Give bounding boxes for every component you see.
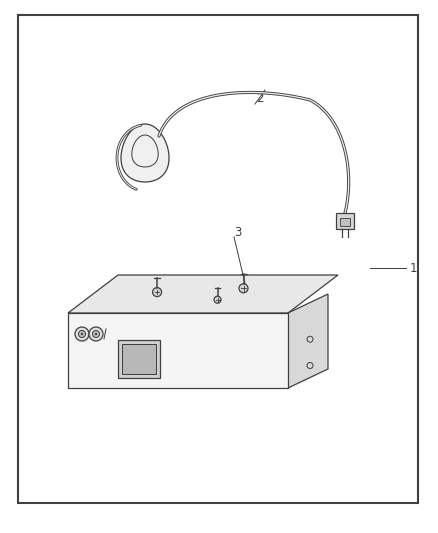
Bar (122, 344, 156, 374)
Circle shape (81, 333, 83, 335)
Text: 1: 1 (409, 262, 417, 274)
Circle shape (92, 330, 99, 337)
Circle shape (152, 288, 162, 296)
FancyBboxPatch shape (336, 213, 354, 229)
Circle shape (75, 327, 89, 341)
Circle shape (239, 284, 248, 293)
Text: 2: 2 (256, 93, 264, 106)
Polygon shape (68, 275, 338, 313)
Polygon shape (288, 294, 328, 388)
Polygon shape (121, 124, 169, 182)
Circle shape (89, 327, 103, 341)
Circle shape (95, 333, 97, 335)
Circle shape (78, 330, 85, 337)
Circle shape (214, 296, 221, 303)
Bar (118, 340, 160, 378)
Text: 3: 3 (234, 227, 242, 239)
Bar (340, 218, 350, 226)
Polygon shape (68, 313, 288, 388)
